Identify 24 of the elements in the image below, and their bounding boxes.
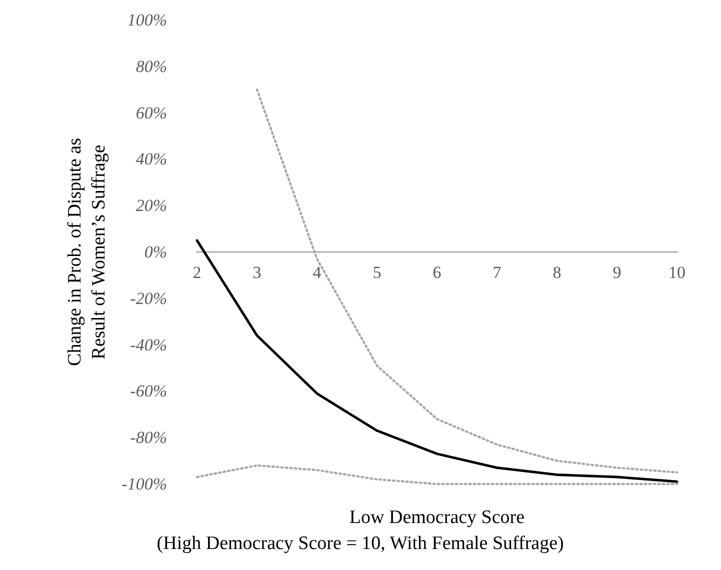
x-tick-label: 8: [552, 263, 562, 282]
y-tick-label: 100%: [127, 10, 167, 30]
text: (High Democracy Score = 10, With Female Suffrage): [156, 533, 564, 554]
y-tick-label: -20%: [130, 288, 167, 308]
y-tick-label: -100%: [122, 474, 167, 494]
y-tick-label: 80%: [136, 56, 167, 76]
x-tick-label: 3: [252, 263, 262, 282]
y-axis-title: Change in Prob. of Dispute as Result of Women’s Suffrage: [64, 138, 110, 366]
y-tick-label: -60%: [130, 382, 167, 401]
y-tick-label: 0%: [144, 242, 167, 262]
y-tick-label: 20%: [136, 196, 167, 216]
x-tick-label: 2: [192, 263, 202, 282]
line-series: [196, 464, 678, 486]
x-axis-title: Low Democracy Score: [349, 507, 525, 528]
y-tick-label: 40%: [136, 150, 167, 169]
x-tick-label: 7: [492, 263, 502, 282]
x-tick-label: 5: [372, 263, 382, 282]
y-tick-label: -40%: [130, 335, 167, 354]
y-tick-label: -80%: [130, 428, 167, 448]
x-tick-label: 4: [312, 263, 322, 282]
x-tick-label: 10: [668, 263, 686, 282]
y-tick-label: 60%: [136, 103, 167, 122]
x-tick-label: 9: [612, 263, 622, 282]
x-tick-label: 6: [432, 263, 442, 282]
